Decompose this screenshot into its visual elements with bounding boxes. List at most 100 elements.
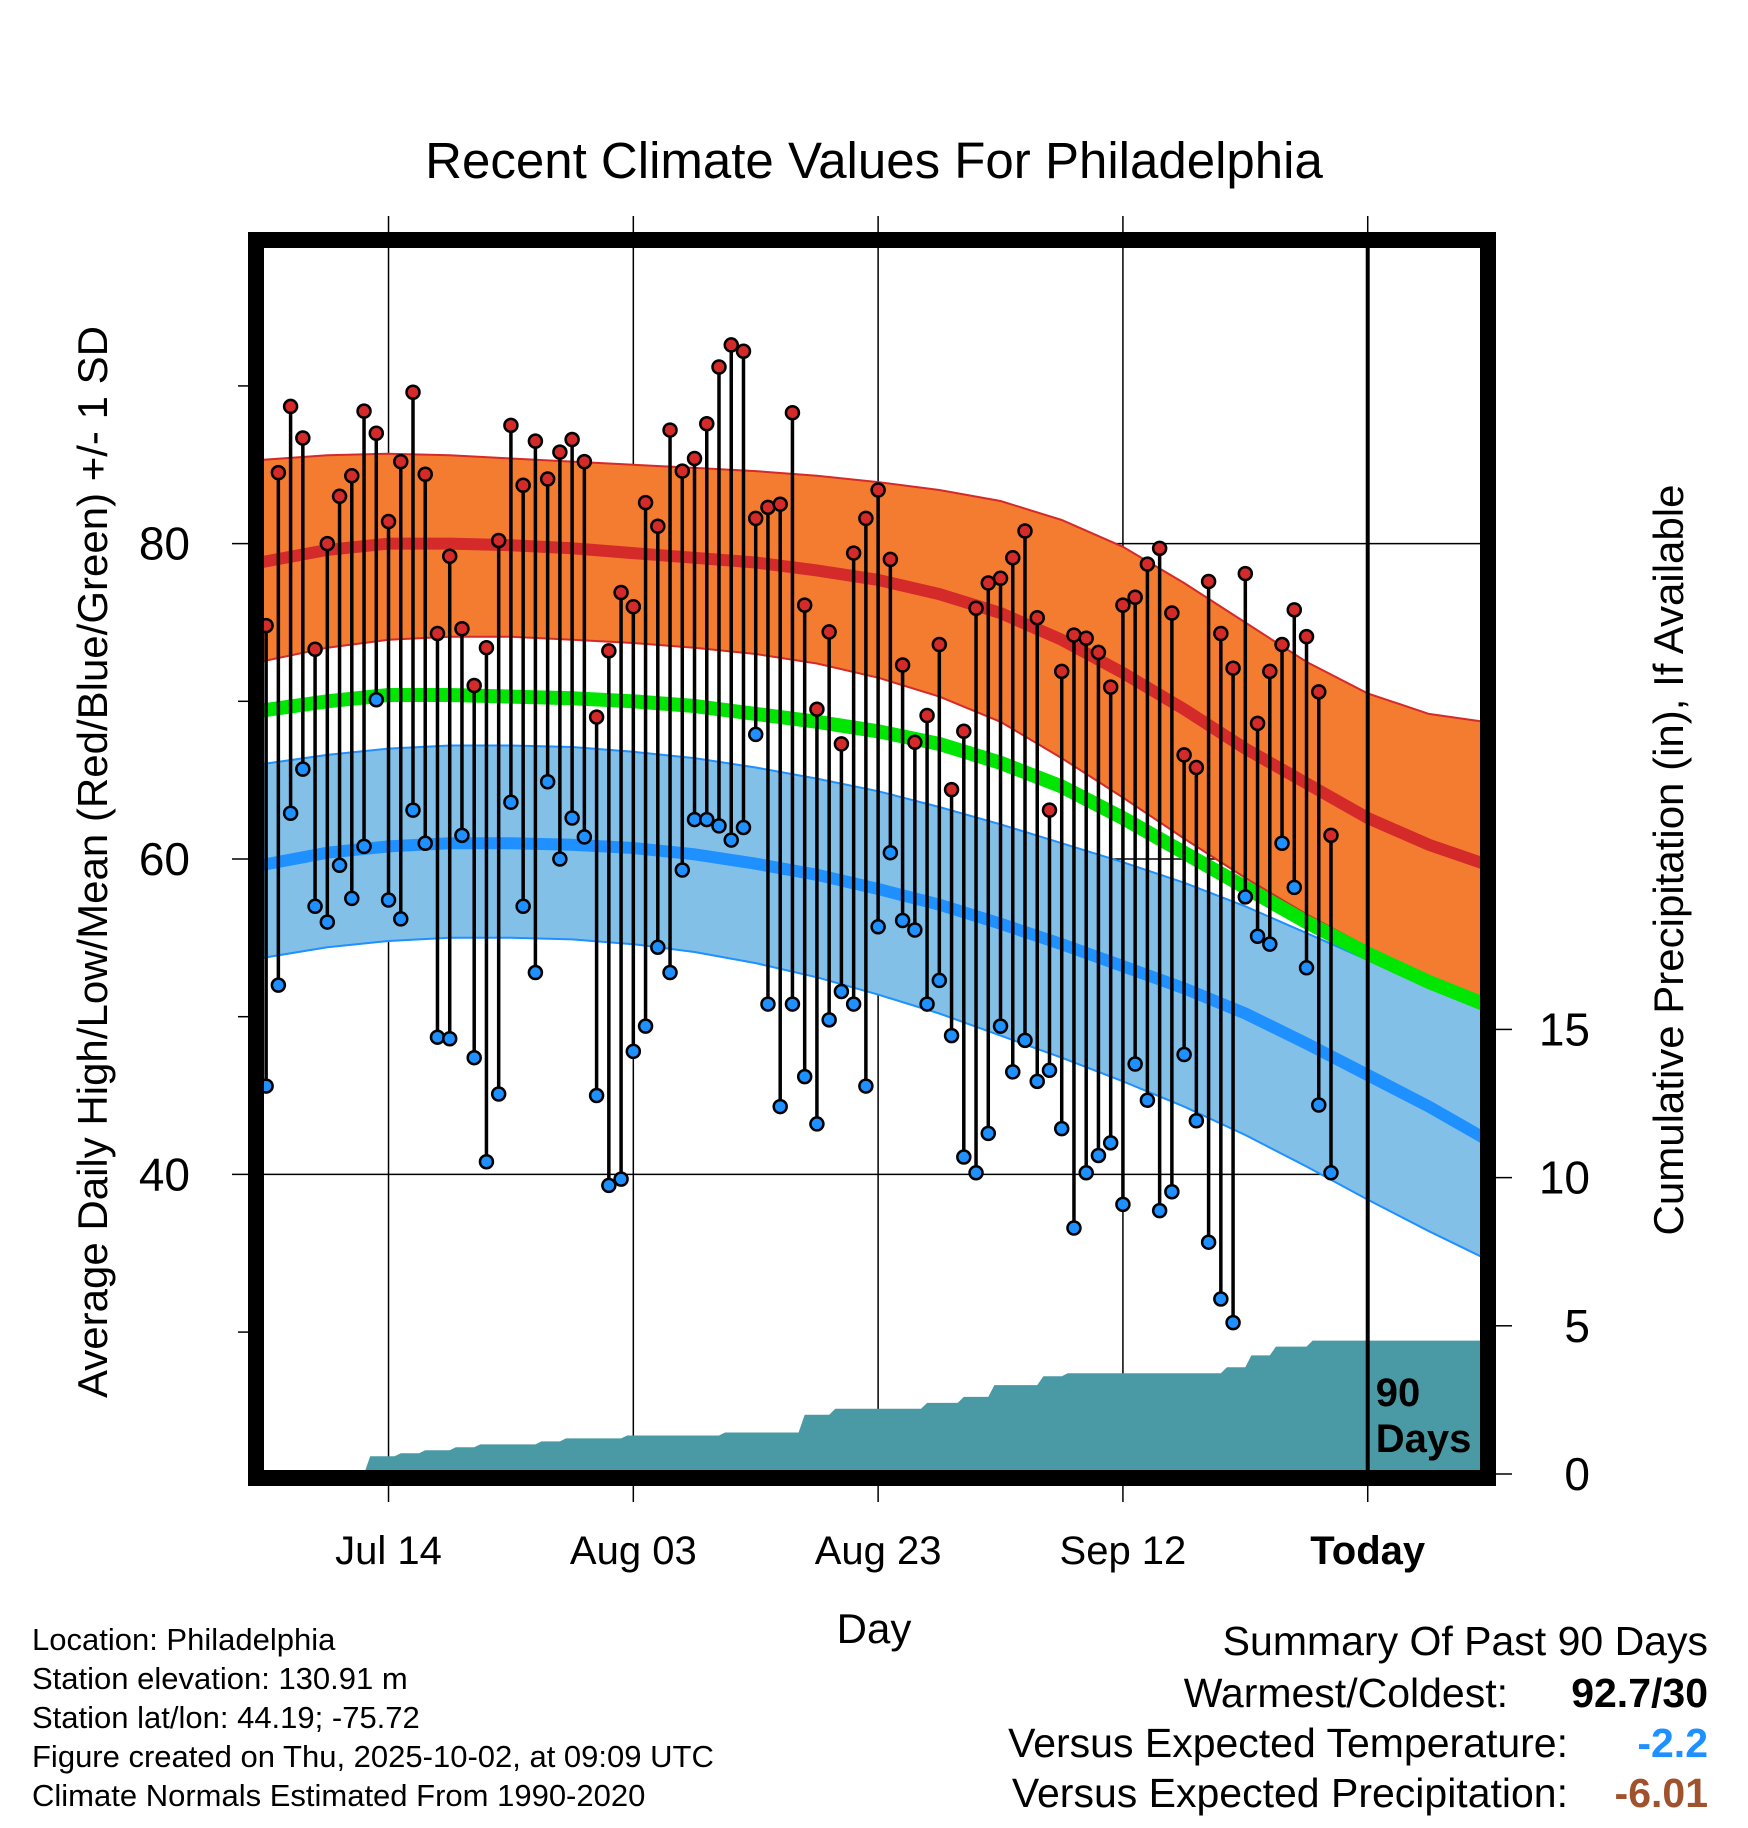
- daily-low-point: [380, 892, 397, 908]
- daily-high-point: [1225, 660, 1241, 676]
- daily-high-point: [356, 403, 372, 419]
- daily-low-point: [1237, 889, 1254, 905]
- daily-high-point: [796, 597, 813, 613]
- daily-high-point: [711, 359, 727, 375]
- x-tick-label: Today: [1310, 1529, 1426, 1573]
- station-info: Location: Philadelphia Station elevation…: [32, 1620, 714, 1815]
- daily-low-point: [992, 1018, 1009, 1034]
- daily-high-point: [1164, 605, 1180, 621]
- daily-low-point: [564, 810, 580, 826]
- daily-low-point: [882, 844, 899, 861]
- daily-high-point: [1078, 630, 1094, 646]
- x-tick-label: Aug 23: [815, 1529, 942, 1573]
- daily-high-point: [282, 398, 299, 415]
- daily-low-point: [1066, 1220, 1082, 1236]
- y2-tick-label: 15: [1539, 1003, 1590, 1055]
- y2-axis-label: Cumulative Precipitation (in), If Availa…: [1645, 485, 1692, 1236]
- daily-high-point: [821, 624, 837, 640]
- daily-high-point: [723, 337, 739, 353]
- daily-high-point: [1286, 602, 1303, 618]
- daily-low-point: [331, 857, 348, 874]
- daily-low-point: [919, 996, 935, 1012]
- daily-low-point: [393, 911, 409, 927]
- daily-high-point: [931, 636, 948, 653]
- today-days-label: Days: [1376, 1417, 1472, 1461]
- daily-low-point: [282, 805, 299, 822]
- daily-high-point: [943, 781, 960, 798]
- daily-high-point: [992, 570, 1009, 587]
- daily-high-point: [833, 736, 850, 752]
- daily-low-point: [1176, 1046, 1192, 1063]
- daily-high-point: [393, 453, 409, 470]
- plot-frame: [248, 232, 1496, 1486]
- daily-high-point: [735, 343, 752, 359]
- daily-low-point: [1311, 1097, 1327, 1113]
- daily-low-point: [429, 1029, 446, 1045]
- daily-high-point: [295, 430, 311, 446]
- daily-high-point: [503, 417, 519, 434]
- daily-low-point: [956, 1149, 972, 1165]
- daily-low-point: [454, 827, 470, 844]
- daily-low-point: [307, 898, 323, 915]
- daily-high-point: [1066, 627, 1082, 643]
- daily-low-point: [662, 964, 678, 981]
- daily-high-point: [1029, 609, 1045, 626]
- daily-high-point: [1274, 636, 1290, 653]
- daily-high-point: [699, 416, 715, 432]
- y-tick-label: 80: [139, 518, 190, 570]
- daily-low-point: [1127, 1056, 1143, 1072]
- warm-cold-label: Warmest/Coldest:: [1183, 1670, 1508, 1716]
- daily-high-point: [845, 545, 862, 561]
- daily-low-point: [1262, 936, 1278, 952]
- daily-high-point: [674, 463, 691, 479]
- elevation-text: Station elevation: 130.91 m: [32, 1661, 408, 1696]
- daily-low-point: [674, 862, 691, 878]
- daily-high-point: [747, 510, 764, 527]
- temp-value: -2.2: [1637, 1720, 1708, 1766]
- daily-low-point: [772, 1098, 788, 1115]
- daily-high-point: [1041, 802, 1058, 818]
- daily-high-point: [527, 433, 544, 449]
- daily-high-point: [686, 450, 703, 467]
- x-tick-label: Sep 12: [1060, 1529, 1187, 1573]
- daily-high-point: [344, 468, 360, 484]
- y-tick-label: 40: [139, 1148, 190, 1200]
- daily-low-point: [747, 726, 764, 743]
- daily-high-point: [331, 488, 348, 505]
- y2-tick-label: 0: [1564, 1448, 1590, 1500]
- daily-low-point: [968, 1165, 984, 1181]
- daily-low-point: [295, 761, 311, 777]
- daily-low-point: [344, 890, 360, 907]
- daily-high-point: [760, 499, 776, 516]
- daily-high-point: [1213, 625, 1229, 642]
- daily-high-point: [539, 471, 556, 487]
- daily-high-point: [307, 641, 323, 658]
- daily-low-point: [552, 851, 568, 867]
- daily-low-point: [601, 1177, 617, 1194]
- y2-tick-label: 5: [1564, 1300, 1590, 1352]
- daily-high-point: [870, 482, 886, 498]
- daily-low-point: [490, 1086, 507, 1102]
- daily-high-point: [637, 494, 654, 511]
- daily-high-point: [1017, 523, 1033, 539]
- daily-high-point: [1323, 827, 1339, 844]
- daily-high-point: [368, 425, 385, 441]
- daily-high-point: [515, 477, 531, 494]
- daily-low-point: [1213, 1291, 1229, 1307]
- daily-low-point: [515, 898, 531, 915]
- daily-low-point: [1005, 1064, 1021, 1080]
- daily-low-point: [625, 1043, 642, 1060]
- daily-low-point: [1200, 1234, 1217, 1250]
- daily-low-point: [417, 835, 433, 851]
- daily-low-point: [1078, 1165, 1094, 1181]
- daily-high-point: [1200, 573, 1217, 590]
- summary-temp: Versus Expected Temperature: -2.2: [808, 1720, 1708, 1770]
- daily-low-point: [368, 691, 385, 708]
- daily-low-point: [466, 1049, 482, 1066]
- daily-high-point: [588, 709, 605, 725]
- daily-low-point: [1139, 1092, 1156, 1109]
- daily-low-point: [319, 914, 336, 930]
- daily-low-point: [441, 1031, 458, 1047]
- daily-high-point: [564, 431, 580, 448]
